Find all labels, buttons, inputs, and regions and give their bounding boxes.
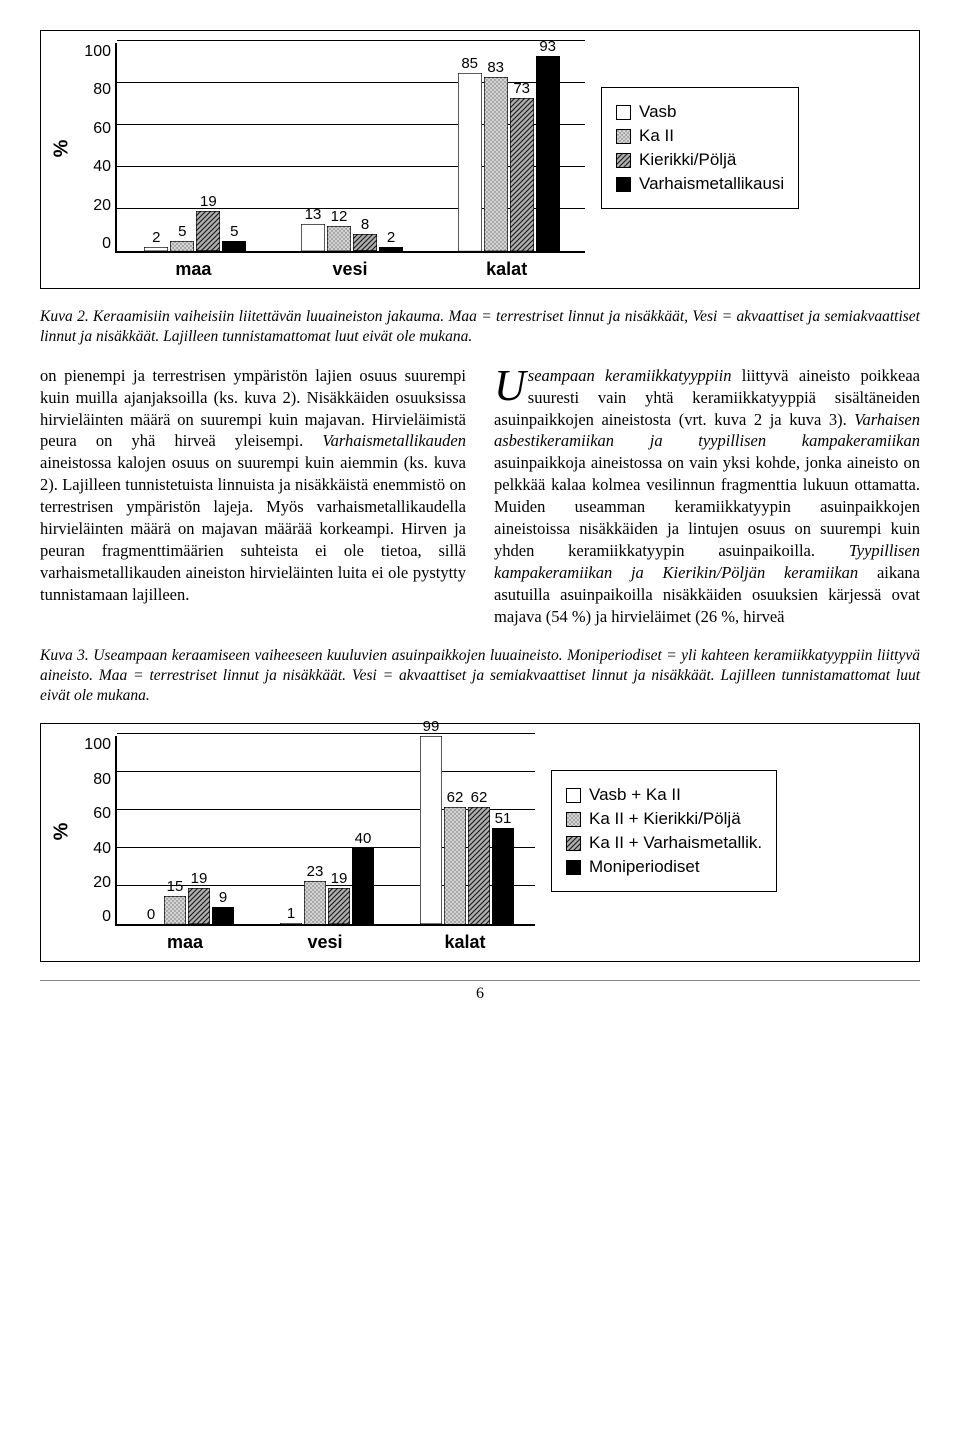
bar-value-label: 85 (461, 55, 478, 72)
bar: 73 (510, 98, 534, 251)
bar: 62 (468, 807, 490, 925)
bar: 99 (420, 736, 442, 924)
bar-value-label: 83 (487, 59, 504, 76)
chart1-ylabel: % (50, 139, 73, 157)
bar-value-label: 23 (307, 863, 324, 880)
bar-group-vesi: 1231940 (280, 848, 374, 924)
bar-value-label: 15 (167, 878, 184, 895)
bar: 85 (458, 73, 482, 252)
bar: 51 (492, 828, 514, 925)
bar-value-label: 73 (513, 80, 530, 97)
bar-value-label: 19 (191, 870, 208, 887)
chart1-xlabels: maa vesi kalat (115, 259, 585, 280)
bar-value-label: 2 (387, 229, 395, 246)
chart2-legend: Vasb + Ka II Ka II + Kierikki/Pöljä Ka II … (551, 770, 777, 892)
bar-group-kalat: 85837393 (458, 56, 560, 251)
bar: 2 (379, 247, 403, 251)
legend-label: Moniperiodiset (589, 857, 700, 877)
bar-value-label: 2 (152, 229, 160, 246)
page-number: 6 (40, 980, 920, 1003)
bar: 5 (170, 241, 194, 252)
legend-item: Vasb + Ka II (566, 785, 762, 805)
legend-label: Ka II + Varhaismetallik. (589, 833, 762, 853)
caption-kuva3: Kuva 3. Useampaan keraamiseen vaiheeseen… (40, 646, 920, 705)
bar-value-label: 93 (539, 38, 556, 55)
chart1-yticks: 0 20 40 60 80 100 (77, 43, 115, 253)
legend-item: Varhaismetallikausi (616, 174, 784, 194)
bar: 8 (353, 234, 377, 251)
legend-item: Ka II + Kierikki/Pöljä (566, 809, 762, 829)
chart2-yticks: 0 20 40 60 80 100 (77, 736, 115, 926)
bar-value-label: 51 (495, 810, 512, 827)
bar-value-label: 19 (200, 193, 217, 210)
legend-label: Varhaismetallikausi (639, 174, 784, 194)
bar: 5 (222, 241, 246, 252)
bar: 83 (484, 77, 508, 251)
bar-value-label: 9 (219, 889, 227, 906)
bar: 9 (212, 907, 234, 924)
bar: 19 (196, 211, 220, 251)
chart-1-container: % 0 20 40 60 80 100 2519513128285837393 … (40, 30, 920, 289)
bar-value-label: 40 (355, 830, 372, 847)
bar-value-label: 12 (331, 208, 348, 225)
body-columns: on pienempi ja terrestrisen ympäristön l… (40, 365, 920, 628)
bar: 19 (188, 888, 210, 924)
chart1-plot: 2519513128285837393 (115, 43, 585, 253)
bar-group-maa: 25195 (144, 211, 246, 251)
legend-label: Kierikki/Pöljä (639, 150, 736, 170)
bar-value-label: 19 (331, 870, 348, 887)
bar-group-kalat: 99626251 (420, 736, 514, 924)
chart-2-container: % 0 20 40 60 80 100 01519912319409962625… (40, 723, 920, 962)
bar: 12 (327, 226, 351, 251)
bar-value-label: 5 (230, 223, 238, 240)
legend-item: Kierikki/Pöljä (616, 150, 784, 170)
bar: 15 (164, 896, 186, 925)
bar: 62 (444, 807, 466, 925)
bar-value-label: 62 (447, 789, 464, 806)
bar-value-label: 1 (287, 905, 295, 922)
legend-item: Ka II + Varhaismetallik. (566, 833, 762, 853)
bar: 2 (144, 247, 168, 251)
bar-group-vesi: 131282 (301, 224, 403, 251)
bar: 40 (352, 848, 374, 924)
bar-group-maa: 015199 (140, 888, 234, 924)
chart2-xlabels: maa vesi kalat (115, 932, 535, 953)
legend-label: Ka II + Kierikki/Pöljä (589, 809, 741, 829)
legend-label: Vasb (639, 102, 677, 122)
bar: 93 (536, 56, 560, 251)
caption-kuva2: Kuva 2. Keraamisiin vaiheisiin liitettäv… (40, 307, 920, 347)
bar-value-label: 62 (471, 789, 488, 806)
legend-label: Ka II (639, 126, 674, 146)
bar-value-label: 5 (178, 223, 186, 240)
bar: 13 (301, 224, 325, 251)
bar: 1 (280, 923, 302, 925)
bar-value-label: 0 (147, 906, 155, 923)
legend-label: Vasb + Ka II (589, 785, 681, 805)
chart2-plot: 015199123194099626251 (115, 736, 535, 926)
legend-item: Moniperiodiset (566, 857, 762, 877)
legend-item: Ka II (616, 126, 784, 146)
left-column: on pienempi ja terrestrisen ympäristön l… (40, 365, 466, 628)
chart1-legend: Vasb Ka II Kierikki/Pöljä Varhaismetallikau… (601, 87, 799, 209)
bar-value-label: 99 (423, 718, 440, 735)
bar-value-label: 8 (361, 216, 369, 233)
chart2-ylabel: % (50, 822, 73, 840)
bar-value-label: 13 (305, 206, 322, 223)
bar: 23 (304, 881, 326, 925)
bar: 19 (328, 888, 350, 924)
right-column: Useampaan keramiikkatyyppiin liittyvä ai… (494, 365, 920, 628)
legend-item: Vasb (616, 102, 784, 122)
